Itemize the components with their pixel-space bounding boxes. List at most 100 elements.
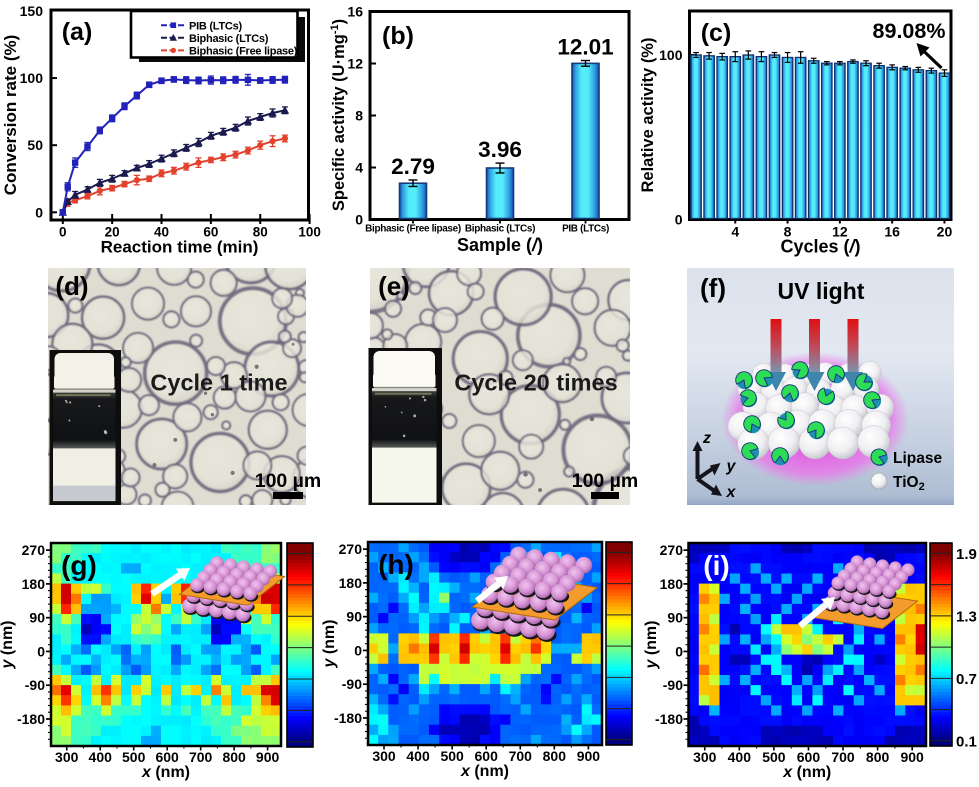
svg-text:800: 800 (222, 749, 246, 765)
svg-text:20: 20 (105, 225, 120, 240)
svg-text:(b): (b) (382, 22, 414, 50)
svg-text:0: 0 (355, 212, 363, 228)
svg-text:89.08%: 89.08% (873, 19, 946, 43)
svg-text:x (nm): x (nm) (782, 764, 831, 781)
svg-text:-180: -180 (655, 711, 683, 727)
svg-text:Biphasic (LTCs): Biphasic (LTCs) (189, 33, 269, 45)
svg-text:0: 0 (35, 204, 43, 220)
svg-text:180: 180 (22, 576, 46, 592)
svg-text:-180: -180 (17, 711, 45, 727)
svg-text:y (nm): y (nm) (0, 620, 16, 669)
svg-text:0.7: 0.7 (956, 671, 977, 688)
svg-text:PIB (LTCs): PIB (LTCs) (189, 20, 242, 32)
svg-text:(c): (c) (701, 19, 732, 47)
svg-text:x (nm): x (nm) (460, 763, 509, 780)
svg-text:0: 0 (675, 643, 683, 659)
svg-text:300: 300 (372, 748, 396, 764)
svg-text:Relative activity (%): Relative activity (%) (639, 38, 657, 193)
svg-text:Cycle 20 times: Cycle 20 times (454, 370, 617, 396)
svg-text:1.3: 1.3 (956, 608, 977, 625)
svg-text:900: 900 (577, 748, 601, 764)
svg-text:60: 60 (203, 225, 218, 240)
svg-text:800: 800 (866, 749, 890, 765)
svg-text:90: 90 (667, 610, 683, 626)
svg-text:150: 150 (20, 3, 44, 19)
svg-text:UV light: UV light (778, 278, 865, 304)
svg-text:100: 100 (298, 225, 321, 240)
svg-text:700: 700 (831, 749, 855, 765)
svg-text:(i): (i) (703, 550, 729, 581)
svg-text:8: 8 (355, 108, 363, 124)
svg-text:12.01: 12.01 (557, 35, 613, 60)
svg-text:180: 180 (660, 576, 684, 592)
svg-text:-90: -90 (663, 677, 683, 693)
svg-text:-90: -90 (342, 676, 362, 692)
svg-text:900: 900 (900, 749, 924, 765)
svg-text:y: y (726, 458, 737, 475)
svg-text:(d): (d) (55, 271, 88, 301)
svg-text:100: 100 (659, 47, 683, 63)
svg-text:270: 270 (660, 542, 684, 558)
svg-text:600: 600 (155, 749, 179, 765)
svg-text:600: 600 (475, 748, 499, 764)
svg-text:(g): (g) (61, 550, 97, 581)
svg-text:0: 0 (37, 643, 45, 659)
svg-text:400: 400 (89, 749, 113, 765)
svg-text:16: 16 (884, 224, 900, 240)
svg-text:180: 180 (339, 575, 363, 591)
svg-text:80: 80 (253, 225, 268, 240)
svg-text:TiO2: TiO2 (893, 474, 925, 493)
svg-text:z: z (702, 430, 711, 447)
svg-text:Conversion rate (%): Conversion rate (%) (1, 35, 20, 196)
svg-text:0.1: 0.1 (956, 733, 977, 750)
svg-text:300: 300 (693, 749, 717, 765)
svg-text:1.9: 1.9 (956, 546, 977, 563)
svg-text:(a): (a) (62, 18, 93, 46)
svg-text:4: 4 (355, 160, 363, 176)
svg-text:(e): (e) (378, 271, 410, 301)
svg-text:(h): (h) (378, 549, 414, 580)
svg-text:PIB (LTCs): PIB (LTCs) (562, 224, 609, 235)
svg-text:(f): (f) (700, 273, 726, 303)
svg-text:50: 50 (27, 137, 43, 153)
svg-text:600: 600 (797, 749, 821, 765)
svg-text:0: 0 (354, 642, 362, 658)
svg-text:Cycle 1 time: Cycle 1 time (150, 370, 287, 396)
svg-text:Biphasic (LTCs): Biphasic (LTCs) (465, 224, 535, 235)
svg-text:500: 500 (440, 748, 464, 764)
svg-text:12: 12 (832, 224, 848, 240)
svg-text:40: 40 (154, 225, 169, 240)
svg-text:3.96: 3.96 (478, 137, 522, 162)
svg-text:Specific activity (U·mg-1): Specific activity (U·mg-1) (329, 19, 348, 211)
svg-text:700: 700 (189, 749, 213, 765)
svg-text:500: 500 (122, 749, 146, 765)
svg-text:90: 90 (346, 609, 362, 625)
svg-text:90: 90 (29, 610, 45, 626)
svg-text:270: 270 (339, 541, 363, 557)
svg-text:900: 900 (256, 749, 280, 765)
svg-text:2.79: 2.79 (391, 154, 435, 179)
svg-text:Biphasic (Free lipase): Biphasic (Free lipase) (189, 46, 298, 58)
svg-text:12: 12 (347, 56, 363, 72)
svg-text:400: 400 (728, 749, 752, 765)
svg-text:800: 800 (543, 748, 567, 764)
svg-text:20: 20 (937, 224, 953, 240)
svg-text:y (nm): y (nm) (643, 620, 660, 669)
svg-text:4: 4 (731, 224, 739, 240)
svg-text:Sample (/): Sample (/) (457, 235, 543, 255)
svg-text:300: 300 (55, 749, 79, 765)
svg-text:100: 100 (20, 70, 44, 86)
svg-text:y (nm): y (nm) (321, 619, 338, 668)
svg-text:500: 500 (762, 749, 786, 765)
svg-text:100 µm: 100 µm (572, 470, 639, 492)
svg-text:100 µm: 100 µm (255, 470, 322, 492)
svg-text:Biphasic (Free lipase): Biphasic (Free lipase) (365, 224, 461, 235)
svg-text:270: 270 (22, 542, 46, 558)
svg-text:-180: -180 (334, 710, 362, 726)
svg-text:16: 16 (347, 4, 363, 20)
svg-text:700: 700 (509, 748, 533, 764)
svg-text:0: 0 (675, 212, 683, 228)
svg-text:Lipase: Lipase (893, 450, 942, 467)
svg-text:Reaction time (min): Reaction time (min) (101, 238, 259, 257)
svg-text:x (nm): x (nm) (141, 764, 190, 781)
